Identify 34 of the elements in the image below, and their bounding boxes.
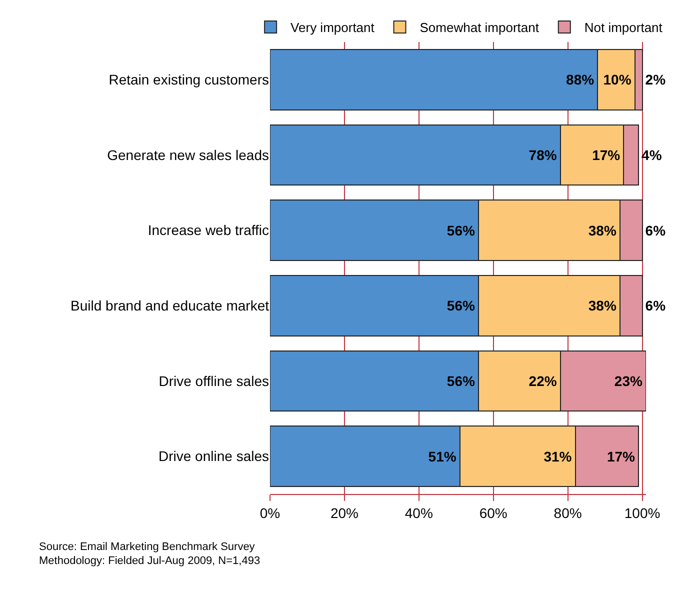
data-label: 38%	[588, 298, 617, 314]
data-label: 56%	[446, 298, 476, 314]
x-tick-label: 80%	[554, 504, 582, 521]
legend-label: Somewhat important	[420, 20, 540, 36]
x-tick-label: 20%	[330, 504, 358, 521]
y-tick-label: Generate new sales leads	[107, 146, 269, 163]
data-label: 6%	[645, 298, 666, 314]
data-label: 17%	[592, 147, 621, 163]
data-label: 17%	[606, 448, 636, 464]
data-label: 6%	[645, 222, 666, 238]
y-tick-label: Retain existing customers	[108, 72, 269, 88]
legend-label: Not important	[584, 20, 663, 36]
data-label: 56%	[446, 373, 476, 389]
data-label: 23%	[614, 373, 643, 389]
y-tick-label: Build brand and educate market	[70, 298, 270, 314]
data-label: 2%	[645, 72, 666, 88]
data-label: 88%	[566, 72, 595, 88]
data-label: 31%	[544, 448, 572, 464]
data-label: 56%	[446, 222, 476, 238]
data-label: 22%	[528, 373, 558, 389]
x-tick-label: 40%	[404, 504, 433, 521]
y-tick-label: Drive online sales	[158, 448, 269, 464]
data-label: 10%	[603, 72, 632, 88]
x-tick-label: 0%	[260, 504, 280, 521]
x-tick-label: 60%	[479, 504, 508, 521]
y-tick-label: Increase web traffic	[148, 222, 269, 238]
data-label: 78%	[528, 147, 558, 163]
text: Methodology: Fielded Jul-Aug 2009, N=1,493	[39, 555, 260, 567]
y-tick-label: Drive offline sales	[158, 372, 269, 389]
x-tick-label: 100%	[624, 504, 660, 521]
source-note: Source: Email Marketing Benchmark Survey	[39, 541, 256, 553]
data-label: 51%	[428, 448, 457, 464]
data-label: 38%	[588, 222, 617, 238]
legend-label: Very important	[290, 20, 375, 36]
